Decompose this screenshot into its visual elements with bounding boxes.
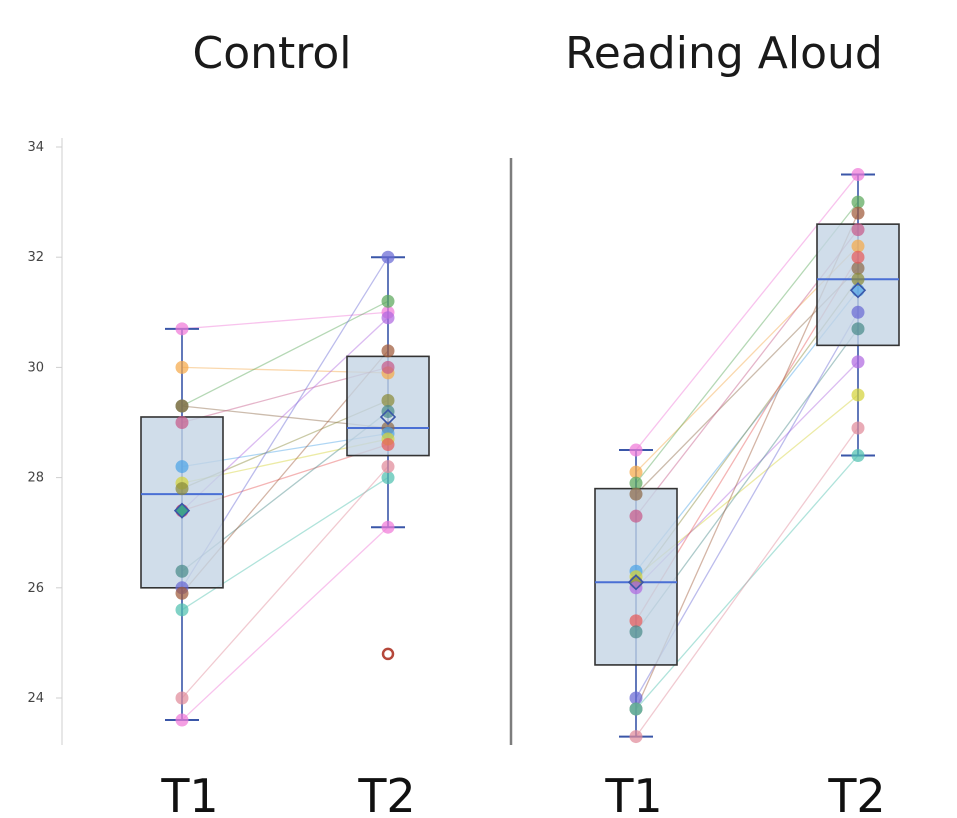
data-point-t1 xyxy=(629,465,643,479)
data-point-t2 xyxy=(381,344,395,358)
data-point-t2 xyxy=(851,168,865,182)
mean-marker xyxy=(627,574,645,591)
panel-control xyxy=(140,250,430,727)
mean-marker xyxy=(173,502,191,519)
data-point-t2 xyxy=(851,206,865,220)
paired-line xyxy=(635,427,859,737)
data-point-t2 xyxy=(851,421,865,435)
y-tick-label: 34 xyxy=(27,140,44,155)
data-point-t2 xyxy=(381,250,395,264)
x-label-control-t2: T2 xyxy=(357,769,415,818)
data-point-t1 xyxy=(629,476,643,490)
y-tick-label: 26 xyxy=(27,581,44,596)
data-point-t1 xyxy=(175,482,189,496)
data-point-t2 xyxy=(851,305,865,319)
outlier-point xyxy=(381,647,395,661)
data-point-t1 xyxy=(629,625,643,639)
data-point-t1 xyxy=(629,691,643,705)
data-point-t1 xyxy=(629,614,643,628)
x-label-control-t1: T1 xyxy=(160,769,218,818)
paired-line xyxy=(181,300,389,407)
panel-reading-aloud xyxy=(594,168,900,744)
data-point-t2 xyxy=(851,388,865,402)
data-point-t1 xyxy=(629,581,643,595)
data-point-t2 xyxy=(381,471,395,485)
paired-line xyxy=(635,455,859,710)
paired-line xyxy=(181,311,389,330)
data-point-t1 xyxy=(629,443,643,457)
data-point-t2 xyxy=(381,460,395,474)
data-point-t1 xyxy=(175,713,189,727)
data-point-t2 xyxy=(381,404,395,418)
data-point-t1 xyxy=(175,691,189,705)
data-point-t1 xyxy=(175,322,189,336)
y-tick-label: 32 xyxy=(27,250,44,265)
data-point-t1 xyxy=(629,487,643,501)
data-point-t1 xyxy=(175,586,189,600)
data-point-t2 xyxy=(381,360,395,374)
data-point-t2 xyxy=(851,449,865,463)
data-point-t2 xyxy=(851,261,865,275)
panel-title-reading-aloud: Reading Aloud xyxy=(565,28,883,79)
data-point-t1 xyxy=(629,730,643,744)
data-point-t2 xyxy=(851,195,865,209)
data-point-t1 xyxy=(175,416,189,429)
data-point-t1 xyxy=(175,360,189,374)
data-point-t2 xyxy=(381,438,395,452)
data-point-t1 xyxy=(175,603,189,617)
data-point-t1 xyxy=(629,702,643,716)
data-point-t2 xyxy=(381,311,395,325)
data-point-t1 xyxy=(175,564,189,578)
y-tick-label: 30 xyxy=(27,360,44,375)
data-point-t2 xyxy=(851,272,865,286)
data-point-t2 xyxy=(381,393,395,407)
data-point-t2 xyxy=(851,223,865,237)
paired-line xyxy=(181,526,389,721)
y-tick-label: 28 xyxy=(27,471,44,486)
mean-marker xyxy=(849,282,867,299)
y-tick-label: 24 xyxy=(27,691,44,706)
data-point-t1 xyxy=(629,509,643,523)
x-label-reading-t2: T2 xyxy=(827,769,885,818)
data-point-t2 xyxy=(851,250,865,264)
data-point-t1 xyxy=(175,460,189,474)
panel-title-control: Control xyxy=(192,28,351,79)
data-point-t1 xyxy=(175,399,189,413)
data-point-t2 xyxy=(381,520,395,534)
data-point-t2 xyxy=(851,239,865,253)
y-ticks: 24 26 28 30 32 34 xyxy=(27,140,62,706)
data-point-t2 xyxy=(851,322,865,336)
data-point-t2 xyxy=(851,355,865,369)
mean-marker xyxy=(379,408,397,426)
data-point-t2 xyxy=(381,294,395,308)
paired-line xyxy=(635,174,859,451)
paired-line xyxy=(181,466,389,699)
box-iqr xyxy=(140,416,224,589)
x-label-reading-t1: T1 xyxy=(604,769,662,818)
